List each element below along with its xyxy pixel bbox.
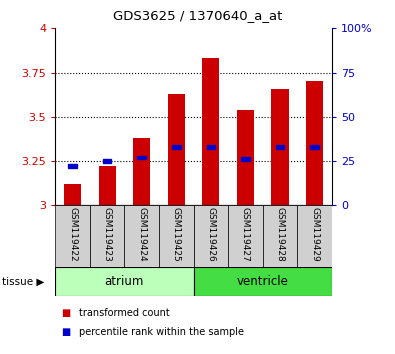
Text: GSM119424: GSM119424 [137, 207, 146, 262]
Text: GSM119427: GSM119427 [241, 207, 250, 262]
Bar [297, 205, 332, 267]
Bar [167, 94, 185, 205]
Bar [103, 159, 111, 163]
Bar [55, 267, 194, 296]
Bar [271, 88, 289, 205]
Bar [310, 145, 319, 149]
Text: GSM119429: GSM119429 [310, 207, 319, 262]
Bar [137, 155, 146, 159]
Bar [172, 145, 181, 149]
Text: tissue ▶: tissue ▶ [2, 276, 44, 286]
Bar [55, 205, 90, 267]
Text: ■: ■ [61, 308, 70, 318]
Text: atrium: atrium [105, 275, 144, 288]
Text: GSM119428: GSM119428 [275, 207, 284, 262]
Text: ■: ■ [61, 327, 70, 337]
Text: transformed count: transformed count [79, 308, 170, 318]
Bar [241, 158, 250, 161]
Bar [194, 267, 332, 296]
Bar [306, 81, 323, 205]
Bar [68, 164, 77, 168]
Bar [133, 138, 150, 205]
Text: GDS3625 / 1370640_a_at: GDS3625 / 1370640_a_at [113, 9, 282, 22]
Bar [194, 205, 228, 267]
Text: GSM119426: GSM119426 [206, 207, 215, 262]
Bar [64, 184, 81, 205]
Text: ventricle: ventricle [237, 275, 289, 288]
Bar [202, 58, 220, 205]
Bar [124, 205, 159, 267]
Bar [237, 110, 254, 205]
Bar [159, 205, 194, 267]
Bar [207, 145, 215, 149]
Text: GSM119422: GSM119422 [68, 207, 77, 262]
Bar [276, 145, 284, 149]
Bar [263, 205, 297, 267]
Text: GSM119423: GSM119423 [103, 207, 112, 262]
Bar [228, 205, 263, 267]
Text: GSM119425: GSM119425 [172, 207, 181, 262]
Text: percentile rank within the sample: percentile rank within the sample [79, 327, 244, 337]
Bar [98, 166, 116, 205]
Bar [90, 205, 124, 267]
